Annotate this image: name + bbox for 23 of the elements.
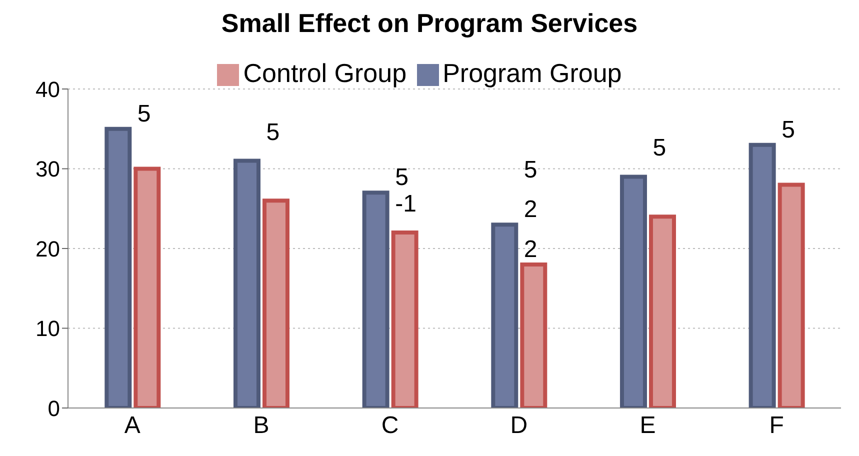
x-tick-label: E [640, 412, 656, 440]
annotation: 2 [524, 196, 538, 224]
y-tick-label: 20 [36, 236, 60, 262]
y-tick-label: 30 [36, 156, 60, 182]
annotation: 5 [266, 118, 280, 146]
y-tick-label: 10 [36, 316, 60, 342]
y-tick-label: 40 [36, 76, 60, 102]
x-tick-label: B [253, 412, 270, 440]
annotation: 5 [395, 164, 408, 192]
x-tick-label: F [769, 412, 784, 440]
x-tick-label: A [124, 412, 140, 440]
x-tick-label: D [510, 412, 528, 440]
annotation: 5 [652, 134, 666, 162]
legend-label: Program Group [442, 58, 622, 88]
annotation: 5 [137, 100, 151, 128]
x-tick-label: C [381, 412, 399, 440]
chart-title: Small Effect on Program Services [220, 8, 639, 40]
annotation: 5 [782, 116, 795, 144]
annotation: 2 [524, 236, 538, 263]
annotation: -1 [395, 190, 416, 218]
legend-label: Control Group [243, 58, 407, 88]
y-tick-label: 0 [48, 396, 60, 421]
annotation: 5 [524, 156, 538, 184]
